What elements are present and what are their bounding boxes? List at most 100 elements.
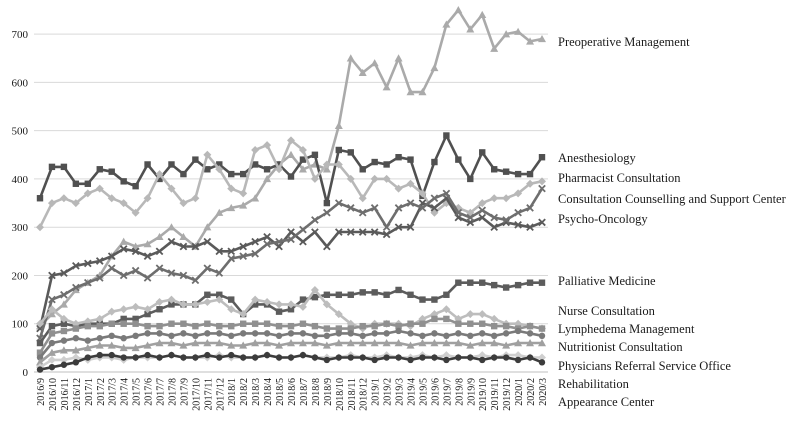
point-marker bbox=[335, 354, 343, 361]
point-marker bbox=[251, 249, 259, 258]
point-marker bbox=[526, 37, 535, 45]
series-palliative-medicine bbox=[36, 279, 546, 347]
point-marker bbox=[251, 339, 260, 347]
x-tick-label: 2018/3 bbox=[251, 378, 262, 406]
point-marker bbox=[358, 208, 367, 217]
point-marker bbox=[418, 339, 427, 347]
point-marker bbox=[323, 199, 331, 207]
point-marker bbox=[239, 320, 247, 327]
point-marker bbox=[394, 339, 403, 347]
point-marker bbox=[251, 354, 259, 361]
point-marker bbox=[299, 225, 307, 234]
point-marker bbox=[179, 341, 188, 349]
point-marker bbox=[287, 235, 295, 244]
point-marker bbox=[442, 305, 451, 314]
point-marker bbox=[370, 59, 379, 67]
point-marker bbox=[299, 351, 307, 359]
point-marker bbox=[359, 289, 366, 296]
point-marker bbox=[478, 351, 487, 360]
point-marker bbox=[263, 240, 271, 248]
x-tick-label: 2018/11 bbox=[347, 378, 358, 410]
point-marker bbox=[167, 223, 176, 231]
legend-label: Lymphedema Management bbox=[558, 322, 695, 336]
x-tick-label: 2018/10 bbox=[335, 378, 346, 411]
point-marker bbox=[287, 173, 295, 180]
point-marker bbox=[275, 322, 283, 330]
point-marker bbox=[95, 341, 104, 349]
x-tick-label: 2018/4 bbox=[263, 378, 274, 406]
point-marker bbox=[526, 179, 535, 188]
point-marker bbox=[263, 330, 271, 337]
point-marker bbox=[251, 161, 259, 168]
point-marker bbox=[298, 145, 307, 154]
series-physicians-referral-service-office bbox=[36, 339, 546, 366]
point-marker bbox=[119, 271, 128, 280]
point-marker bbox=[251, 295, 260, 304]
point-marker bbox=[443, 291, 450, 298]
x-tick-label: 2019/11 bbox=[490, 378, 501, 410]
point-marker bbox=[155, 232, 164, 241]
point-marker bbox=[71, 353, 80, 362]
point-marker bbox=[251, 145, 260, 154]
x-tick-label: 2016/9 bbox=[36, 378, 47, 406]
x-tick-label: 2017/9 bbox=[179, 378, 190, 406]
point-marker bbox=[203, 223, 212, 231]
point-marker bbox=[179, 242, 188, 251]
point-marker bbox=[467, 354, 474, 361]
point-marker bbox=[263, 166, 271, 173]
point-marker bbox=[120, 335, 127, 342]
point-marker bbox=[107, 307, 116, 316]
point-marker bbox=[358, 339, 367, 347]
point-marker bbox=[502, 341, 511, 349]
point-marker bbox=[132, 320, 139, 327]
point-marker bbox=[490, 194, 499, 203]
point-marker bbox=[107, 194, 116, 203]
point-marker bbox=[143, 274, 152, 282]
point-marker bbox=[60, 163, 68, 171]
point-marker bbox=[96, 335, 103, 342]
x-tick-label: 2020/3 bbox=[538, 378, 549, 406]
point-marker bbox=[59, 194, 68, 203]
point-marker bbox=[502, 216, 510, 224]
point-marker bbox=[215, 165, 224, 174]
point-marker bbox=[538, 34, 546, 43]
point-marker bbox=[239, 170, 247, 178]
point-marker bbox=[96, 166, 103, 173]
x-tick-label: 2017/12 bbox=[215, 378, 226, 411]
point-marker bbox=[394, 184, 403, 193]
point-marker bbox=[359, 322, 366, 330]
point-marker bbox=[455, 330, 462, 337]
point-marker bbox=[263, 174, 272, 183]
point-marker bbox=[119, 199, 128, 208]
point-marker bbox=[359, 166, 366, 173]
point-marker bbox=[514, 356, 522, 364]
point-marker bbox=[526, 354, 534, 361]
point-marker bbox=[60, 320, 68, 327]
x-tick-label: 2017/5 bbox=[132, 378, 143, 406]
point-marker bbox=[526, 279, 534, 286]
y-tick-label: 300 bbox=[12, 222, 29, 234]
point-marker bbox=[514, 170, 522, 178]
point-marker bbox=[47, 355, 56, 364]
point-marker bbox=[442, 189, 451, 198]
point-marker bbox=[382, 223, 391, 232]
point-marker bbox=[36, 358, 44, 366]
point-marker bbox=[155, 264, 164, 273]
point-marker bbox=[514, 208, 522, 217]
legend-label: Physicians Referral Service Office bbox=[558, 359, 731, 373]
x-tick-label: 2018/5 bbox=[275, 378, 286, 406]
point-marker bbox=[120, 354, 127, 361]
point-marker bbox=[144, 351, 151, 359]
point-marker bbox=[155, 339, 164, 347]
point-marker bbox=[502, 322, 510, 330]
legend-label: Preoperative Management bbox=[558, 35, 690, 49]
point-marker bbox=[394, 204, 403, 212]
point-marker bbox=[180, 354, 187, 361]
point-marker bbox=[132, 332, 139, 339]
point-marker bbox=[179, 300, 188, 309]
x-tick-label: 2017/4 bbox=[120, 378, 131, 406]
y-tick-label: 400 bbox=[12, 174, 29, 186]
point-marker bbox=[275, 308, 283, 315]
point-marker bbox=[204, 291, 211, 298]
point-marker bbox=[131, 266, 140, 275]
